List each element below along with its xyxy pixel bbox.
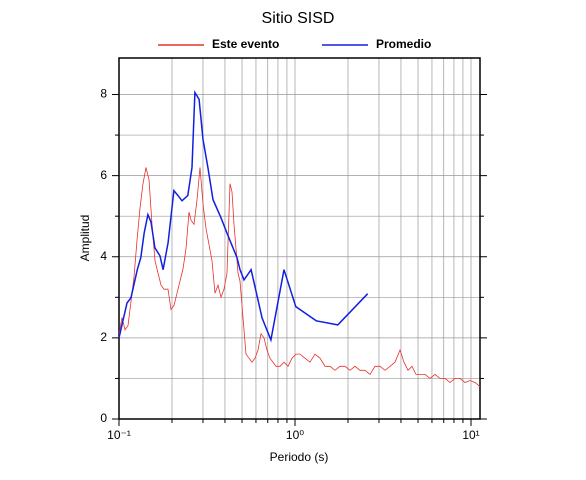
x-tick-label: 10⁰ xyxy=(286,428,304,442)
y-tick-label: 0 xyxy=(100,411,107,425)
x-tick-label: 10⁻¹ xyxy=(107,428,131,442)
legend-label: Promedio xyxy=(376,37,431,51)
y-axis-label: Amplitud xyxy=(78,215,92,262)
series-line xyxy=(118,167,481,387)
plot-frame xyxy=(118,57,481,420)
y-tick-label: 6 xyxy=(100,168,107,182)
legend-label: Este evento xyxy=(212,37,279,51)
y-tick-label: 2 xyxy=(100,330,107,344)
y-tick-label: 4 xyxy=(100,249,107,263)
x-tick-label: 10¹ xyxy=(462,428,479,442)
series-line xyxy=(118,89,369,343)
y-tick-label: 8 xyxy=(100,87,107,101)
x-axis-label: Periodo (s) xyxy=(270,450,329,464)
chart-title: Sitio SISD xyxy=(262,10,335,27)
